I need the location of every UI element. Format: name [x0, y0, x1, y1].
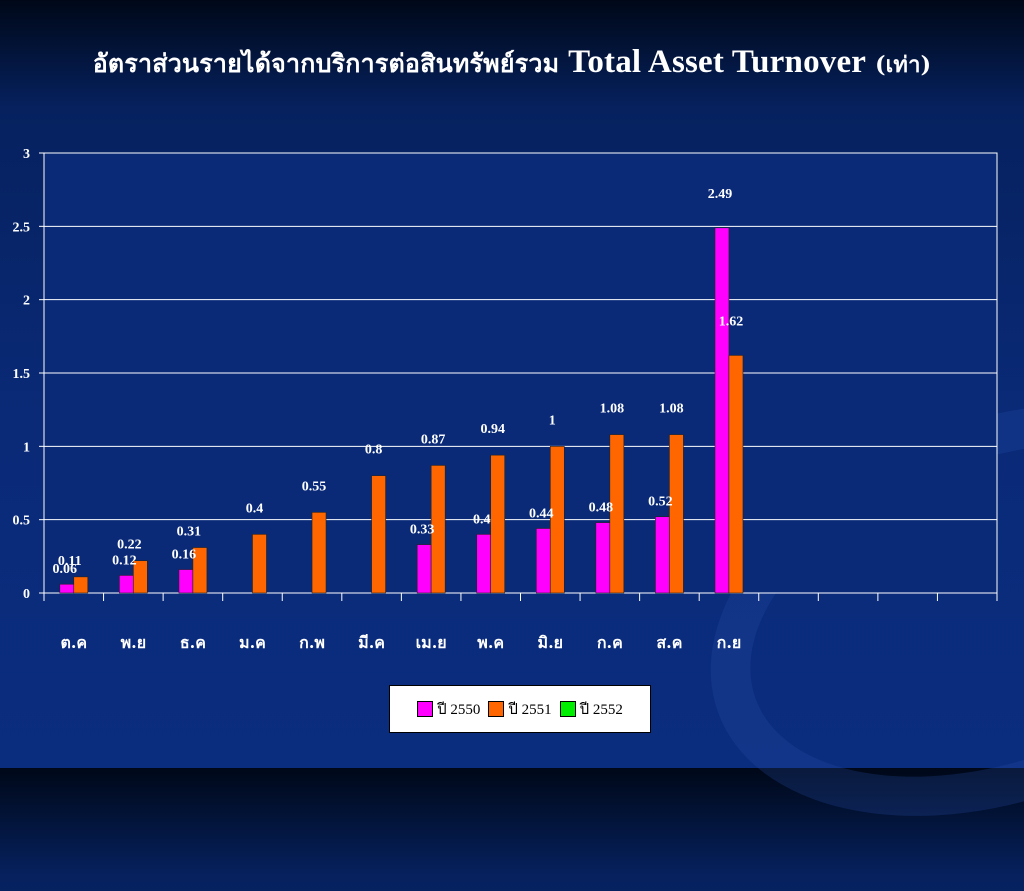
y-tick-label: 2.5 [13, 220, 31, 235]
data-label-2551: 0.55 [302, 479, 327, 494]
y-tick-label: 0 [23, 587, 30, 602]
bar-2551 [430, 465, 446, 594]
title-unit: (เท่า) [875, 52, 932, 78]
legend-item-2552: ปี 2552 [559, 697, 623, 721]
bar-2550 [535, 528, 551, 594]
bar-2551 [669, 434, 684, 594]
bar-2551 [311, 512, 327, 594]
data-label-2550: 0.52 [648, 495, 673, 510]
x-tick-label: ธ.ค [180, 633, 206, 652]
title-thai: อัตราส่วนรายได้จากบริการต่อสินทรัพย์รวม [92, 49, 560, 78]
y-tick-label: 1.5 [13, 367, 31, 382]
x-tick-label: พ.ค [477, 633, 504, 652]
bar-2551 [490, 454, 506, 594]
data-label-2551: 1.08 [659, 402, 684, 417]
legend-item-2551: ปี 2551 [488, 697, 552, 721]
bar-2550 [595, 522, 611, 594]
slide-title: อัตราส่วนรายได้จากบริการต่อสินทรัพย์รวม … [0, 44, 1024, 84]
data-label-2551: 0.22 [117, 538, 142, 553]
x-tick-label: ส.ค [656, 633, 682, 652]
data-label-2551: 0.8 [365, 443, 383, 458]
data-label-2551: 1 [549, 413, 556, 428]
data-label-2551: 0.11 [58, 554, 82, 569]
bar-2551 [133, 560, 148, 594]
x-tick-label: ก.ค [597, 633, 623, 652]
x-tick-label: เม.ย [416, 633, 447, 652]
legend-label-2551: ปี 2551 [508, 702, 552, 718]
legend-swatch-2551 [488, 701, 505, 717]
bar-2551 [252, 534, 267, 594]
legend-swatch-2550 [417, 701, 434, 717]
data-label-2550: 0.16 [172, 548, 197, 563]
bar-2551 [371, 475, 386, 594]
data-label-2551: 1.62 [719, 314, 744, 329]
bar-2550 [476, 534, 492, 594]
bar-2550 [416, 544, 432, 594]
data-label-2550: 0.4 [473, 512, 491, 527]
bar-2551 [609, 434, 625, 594]
legend-swatch-2552 [559, 701, 576, 717]
data-label-2551: 0.87 [421, 432, 446, 447]
x-tick-label: มิ.ย [538, 633, 564, 652]
bar-2551 [549, 446, 565, 594]
bar-2550 [119, 575, 134, 594]
data-label-2550: 0.12 [112, 553, 137, 568]
y-tick-label: 2 [23, 294, 30, 309]
bar-2551 [73, 576, 89, 594]
data-label-2550: 0.48 [589, 501, 614, 516]
y-tick-label: 0.5 [13, 514, 31, 529]
data-label-2551: 0.31 [177, 525, 202, 540]
data-label-2550: 0.44 [529, 506, 554, 521]
data-label-2550: 0.06 [53, 562, 78, 577]
x-tick-label: มี.ค [358, 633, 385, 652]
title-english: Total Asset Turnover [568, 44, 867, 80]
bar-chart: 0 0.5 1 1.5 2 2.5 3 ต.ค พ.ย ธ.ค ม.ค ก.พ มี.ค เม.ย พ.ค ม… [13, 147, 998, 652]
legend: ปี 2550 ปี 2551 ปี 2552 [389, 685, 651, 733]
data-label-2551: 1.08 [600, 402, 625, 417]
x-tick-label: ก.พ [299, 633, 325, 652]
y-tick-label: 3 [23, 147, 30, 162]
legend-label-2550: ปี 2550 [437, 702, 481, 718]
x-tick-label: ก.ย [717, 633, 742, 652]
legend-item-2550: ปี 2550 [417, 697, 480, 721]
y-tick-label: 1 [23, 440, 30, 455]
data-label-2551: 0.94 [480, 422, 505, 437]
bar-2551 [192, 547, 208, 594]
bar-2550 [59, 583, 75, 594]
bar-2550 [655, 516, 670, 594]
data-label-2550: 0.33 [410, 523, 435, 538]
bar-2551 [728, 355, 744, 594]
bar-2550 [178, 569, 194, 594]
legend-label-2552: ปี 2552 [579, 702, 623, 718]
x-tick-label: พ.ย [121, 633, 147, 652]
x-tick-label: ม.ค [239, 633, 266, 652]
bar-2550 [714, 227, 730, 594]
x-tick-label: ต.ค [60, 633, 87, 652]
data-label-2551: 0.4 [246, 501, 264, 516]
data-label-2550: 2.49 [708, 187, 733, 202]
